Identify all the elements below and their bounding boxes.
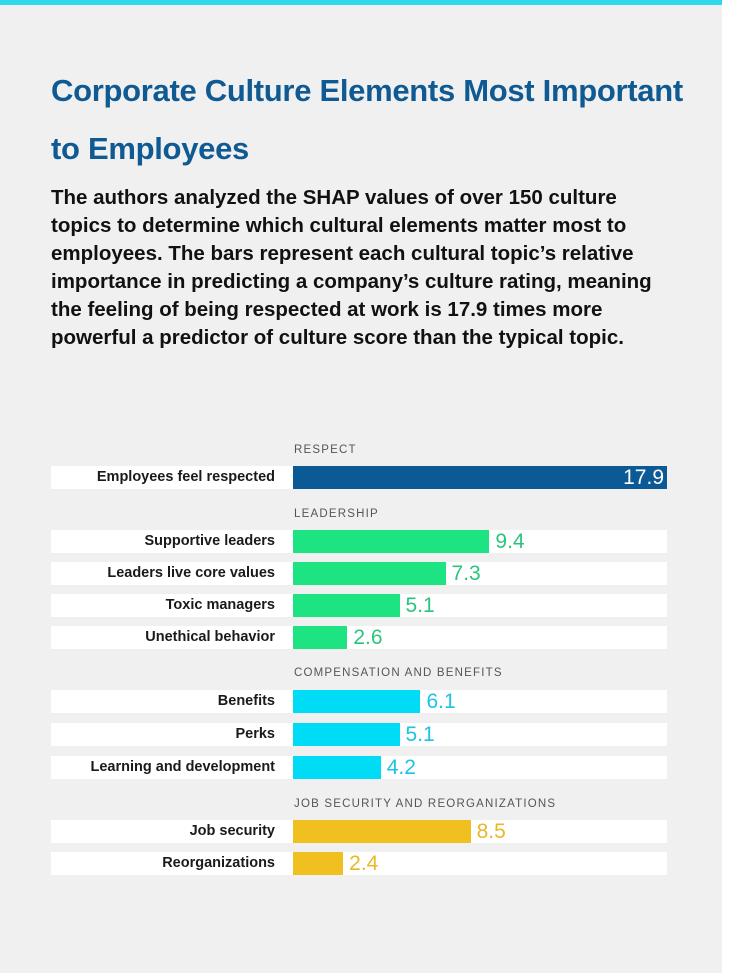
category-label: Job security <box>189 823 275 839</box>
category-label: Reorganizations <box>162 855 275 871</box>
category-label: Supportive leaders <box>144 533 275 549</box>
value-label: 6.1 <box>426 690 456 713</box>
right-edge <box>722 0 729 973</box>
value-label: 2.6 <box>353 626 383 649</box>
top-accent-line <box>0 0 722 5</box>
bar <box>293 466 667 489</box>
bar <box>293 852 344 875</box>
group-header: COMPENSATION AND BENEFITS <box>294 667 503 679</box>
bar <box>293 594 400 617</box>
category-label: Toxic managers <box>165 597 275 613</box>
chart-title: Corporate Culture Elements Most Importan… <box>51 73 683 166</box>
chart-subtitle: The authors analyzed the SHAP values of … <box>51 186 652 349</box>
bar <box>293 820 471 843</box>
row-band <box>51 852 667 875</box>
bar <box>293 756 381 779</box>
value-label: 2.4 <box>349 852 379 875</box>
row-band <box>51 626 667 649</box>
category-label: Unethical behavior <box>145 629 275 645</box>
group-header: JOB SECURITY AND REORGANIZATIONS <box>294 798 557 810</box>
value-label: 5.1 <box>405 723 435 746</box>
category-label: Employees feel respected <box>96 469 275 485</box>
group-header: LEADERSHIP <box>294 508 379 520</box>
value-label: 17.9 <box>623 466 664 489</box>
bar <box>293 562 446 585</box>
value-label: 8.5 <box>476 820 506 843</box>
group-header: RESPECT <box>294 444 357 456</box>
value-label: 5.1 <box>405 594 435 617</box>
bar <box>293 690 421 713</box>
category-label: Perks <box>235 726 275 742</box>
value-label: 9.4 <box>495 530 525 553</box>
bar <box>293 530 490 553</box>
value-label: 7.3 <box>451 562 481 585</box>
category-label: Learning and development <box>90 759 276 775</box>
value-label: 4.2 <box>386 756 416 779</box>
bar <box>293 723 400 746</box>
bar <box>293 626 348 649</box>
category-label: Benefits <box>217 693 275 709</box>
category-label: Leaders live core values <box>107 565 275 581</box>
